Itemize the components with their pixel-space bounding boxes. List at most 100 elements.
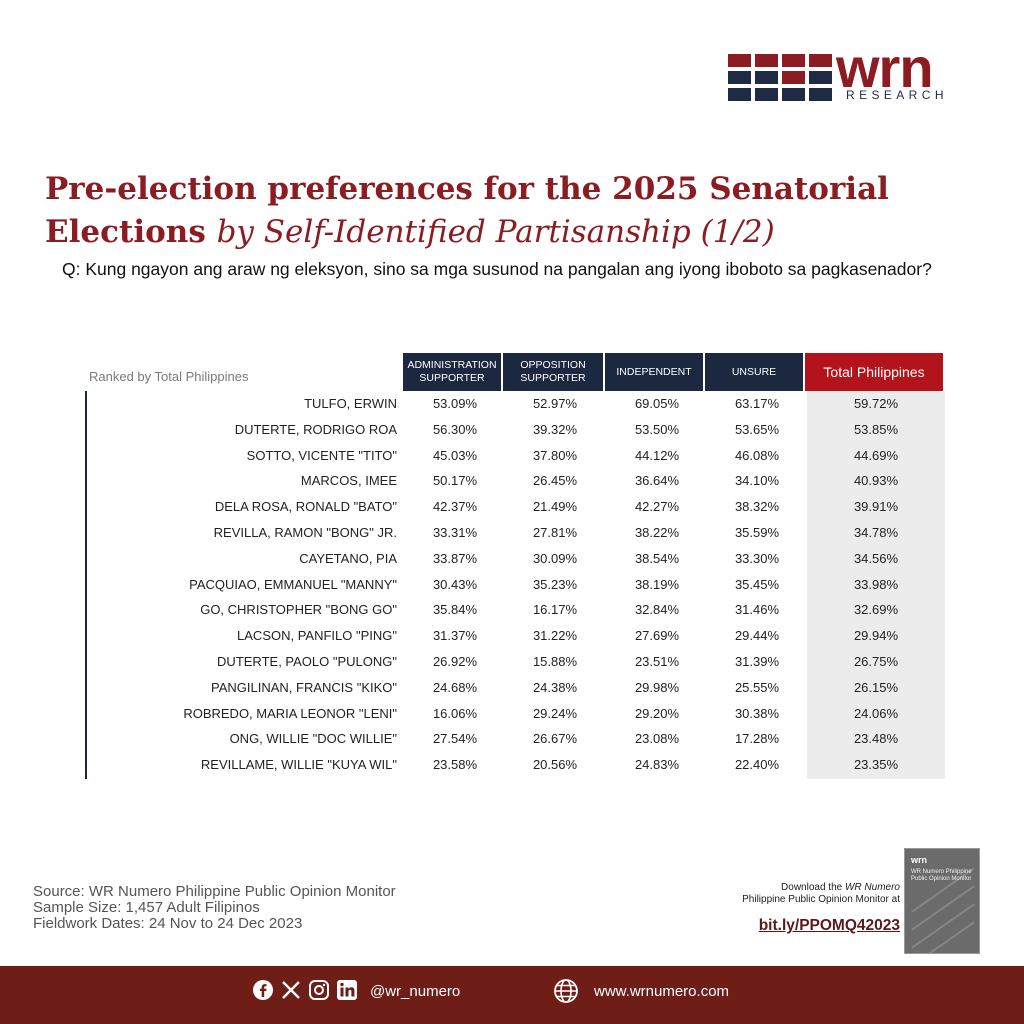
table-row: PANGILINAN, FRANCIS "KIKO" 24.68% 24.38% 29… (87, 675, 945, 701)
globe-icon (552, 977, 580, 1005)
total-cell: 24.06% (853, 705, 899, 721)
value-cell: 46.08% (734, 447, 780, 463)
value-cell: 35.84% (432, 602, 478, 618)
value-cell: 34.10% (734, 473, 780, 489)
total-cell: 59.72% (853, 396, 899, 411)
table-row: DELA ROSA, RONALD "BATO" 42.37% 21.49% 42.2… (87, 494, 945, 520)
candidate-name: REVILLAME, WILLIE "KUYA WIL" (200, 757, 397, 773)
value-cell: 29.98% (634, 679, 680, 695)
value-cell: 27.54% (432, 731, 478, 747)
value-cell: 35.45% (734, 576, 780, 592)
candidate-name: PACQUIAO, EMMANUEL "MANNY" (189, 576, 397, 592)
candidate-name: SOTTO, VICENTE "TITO" (246, 447, 397, 463)
survey-question: Q: Kung ngayon ang araw ng eleksyon, sin… (62, 259, 932, 279)
value-cell: 16.06% (432, 705, 478, 721)
total-cell: 23.35% (853, 757, 899, 773)
candidate-name: DUTERTE, RODRIGO ROA (234, 421, 397, 437)
value-cell: 33.31% (432, 524, 478, 540)
download-pre: Download the (781, 882, 845, 893)
value-cell: 53.65% (734, 421, 780, 437)
instagram-icon[interactable] (308, 979, 330, 1001)
value-cell: 24.38% (532, 679, 578, 695)
value-cell: 63.17% (734, 396, 780, 411)
total-cell: 33.98% (853, 576, 899, 592)
source-info: Source: WR Numero Philippine Public Opin… (33, 884, 396, 932)
value-cell: 29.24% (532, 705, 578, 721)
table-row: REVILLAME, WILLIE "KUYA WIL" 23.58% 20.56%… (87, 752, 945, 778)
facebook-icon[interactable] (252, 979, 274, 1001)
table-row: ROBREDO, MARIA LEONOR "LENI" 16.06% 29.24%… (87, 701, 945, 727)
footer-bar (0, 966, 1024, 1024)
value-cell: 23.08% (634, 731, 680, 747)
logo-grid-icon (728, 54, 832, 102)
value-cell: 20.56% (532, 757, 578, 773)
candidate-name: CAYETANO, PIA (299, 550, 397, 566)
total-cell: 53.85% (853, 421, 899, 437)
download-callout: Download the WR Numero Philippine Public… (700, 882, 900, 934)
value-cell: 36.64% (634, 473, 680, 489)
value-cell: 29.44% (734, 628, 780, 644)
download-link[interactable]: bit.ly/PPOMQ42023 (758, 917, 900, 934)
logo-wordmark: wrn (836, 36, 934, 99)
value-cell: 52.97% (532, 396, 578, 411)
value-cell: 37.80% (532, 447, 578, 463)
fieldwork-line: Fieldwork Dates: 24 Nov to 24 Dec 2023 (33, 915, 303, 932)
table-body: TULFO, ERWIN 53.09% 52.97% 69.05% 63.17% 59.7… (85, 391, 945, 779)
value-cell: 42.37% (432, 499, 478, 515)
sample-line: Sample Size: 1,457 Adult Filipinos (33, 899, 260, 916)
value-cell: 35.23% (532, 576, 578, 592)
table-row: PACQUIAO, EMMANUEL "MANNY" 30.43% 35.23% 38… (87, 572, 945, 598)
value-cell: 17.28% (734, 731, 780, 747)
value-cell: 69.05% (634, 396, 680, 411)
value-cell: 21.49% (532, 499, 578, 515)
value-cell: 56.30% (432, 421, 478, 437)
candidate-name: GO, CHRISTOPHER "BONG GO" (200, 602, 397, 618)
candidate-name: ROBREDO, MARIA LEONOR "LENI" (183, 705, 397, 721)
total-cell: 29.94% (853, 628, 899, 644)
value-cell: 31.37% (432, 628, 478, 644)
total-cell: 34.56% (853, 550, 899, 566)
value-cell: 15.88% (532, 653, 578, 669)
rank-label: Ranked by Total Philippines (89, 369, 249, 384)
linkedin-icon[interactable] (336, 979, 358, 1001)
table-row: DUTERTE, PAOLO "PULONG" 26.92% 15.88% 23.51… (87, 649, 945, 675)
value-cell: 29.20% (634, 705, 680, 721)
candidate-name: ONG, WILLIE "DOC WILLIE" (229, 731, 397, 747)
report-cover-thumbnail[interactable]: wrn WR Numero Philippine Public Opinion … (904, 848, 980, 954)
value-cell: 38.32% (734, 499, 780, 515)
total-cell: 44.69% (853, 447, 899, 463)
total-cell: 34.78% (853, 524, 899, 540)
x-icon[interactable] (280, 979, 302, 1001)
header-independent: INDEPENDENT (605, 353, 703, 391)
total-column-shade (807, 391, 945, 779)
value-cell: 53.50% (634, 421, 680, 437)
value-cell: 33.87% (432, 550, 478, 566)
website-link[interactable]: www.wrnumero.com (594, 983, 730, 1000)
value-cell: 42.27% (634, 499, 680, 515)
candidate-name: TULFO, ERWIN (304, 396, 397, 411)
cover-title: WR Numero Philippine Public Opinion Moni… (911, 869, 972, 882)
header-total: Total Philippines (805, 353, 943, 391)
candidate-name: DUTERTE, PAOLO "PULONG" (217, 653, 397, 669)
table-header: Ranked by Total Philippines ADMINISTRATI… (85, 353, 945, 391)
value-cell: 26.45% (532, 473, 578, 489)
table-row: MARCOS, IMEE 50.17% 26.45% 36.64% 34.10% 40.9… (87, 468, 945, 494)
table-row: CAYETANO, PIA 33.87% 30.09% 38.54% 33.30% 34.… (87, 546, 945, 572)
value-cell: 44.12% (634, 447, 680, 463)
logo-subtitle: RESEARCH (846, 88, 948, 102)
value-cell: 23.58% (432, 757, 478, 773)
value-cell: 24.83% (634, 757, 680, 773)
social-handle[interactable]: @wr_numero (370, 983, 461, 1000)
table-row: DUTERTE, RODRIGO ROA 56.30% 39.32% 53.50% 53… (87, 417, 945, 443)
header-administration: ADMINISTRATION SUPPORTER (403, 353, 501, 391)
value-cell: 30.09% (532, 550, 578, 566)
header-opposition: OPPOSITION SUPPORTER (503, 353, 603, 391)
candidate-name: REVILLA, RAMON "BONG" JR. (213, 524, 397, 540)
value-cell: 27.81% (532, 524, 578, 540)
value-cell: 31.46% (734, 602, 780, 618)
total-cell: 23.48% (853, 731, 899, 747)
table-row: GO, CHRISTOPHER "BONG GO" 35.84% 16.17% 32.… (87, 597, 945, 623)
table-row: TULFO, ERWIN 53.09% 52.97% 69.05% 63.17% 59.7… (87, 391, 945, 417)
value-cell: 38.54% (634, 550, 680, 566)
value-cell: 32.84% (634, 602, 680, 618)
